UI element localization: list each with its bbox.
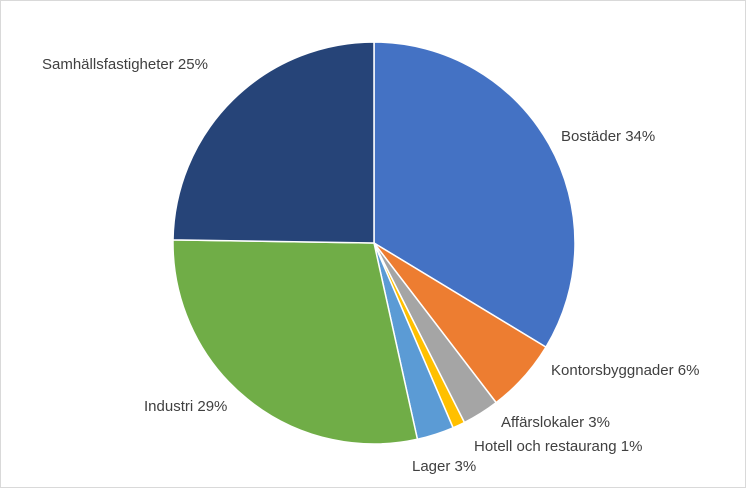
data-label: Industri 29% xyxy=(144,398,227,415)
data-label: Bostäder 34% xyxy=(561,128,655,145)
data-label: Samhällsfastigheter 25% xyxy=(42,56,208,73)
data-label: Lager 3% xyxy=(412,458,476,475)
pie-slice-bost-der xyxy=(373,41,576,349)
data-label: Hotell och restaurang 1% xyxy=(474,438,642,455)
pie-slice-samh-llsfastigheter xyxy=(172,41,375,244)
data-label: Affärslokaler 3% xyxy=(501,414,610,431)
data-label: Kontorsbyggnader 6% xyxy=(551,362,699,379)
pie-slice-industri xyxy=(172,239,419,445)
